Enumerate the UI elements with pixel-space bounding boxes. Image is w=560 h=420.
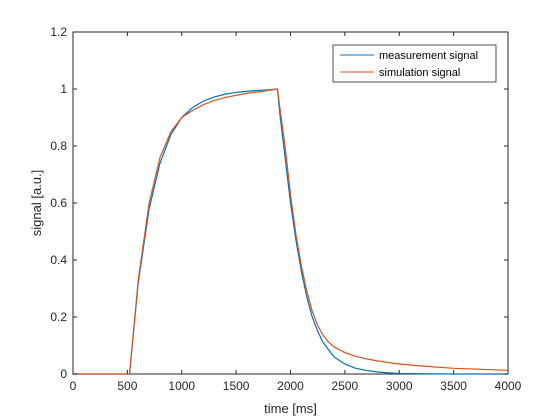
x-axis-label: time [ms] bbox=[264, 401, 317, 416]
legend-label-simulation: simulation signal bbox=[379, 67, 460, 79]
y-tick-label: 0.6 bbox=[50, 196, 67, 210]
y-tick-label: 0 bbox=[60, 367, 67, 381]
x-tick-label: 2500 bbox=[332, 379, 359, 393]
y-tick-label: 1.2 bbox=[50, 25, 67, 39]
series-layer bbox=[73, 88, 509, 375]
ticks-layer: 0 500 1000 1500 2000 2500 3000 3500 4000 0 0.2 0.4 0… bbox=[50, 25, 521, 393]
y-tick-label: 0.8 bbox=[50, 139, 67, 153]
x-tick-label: 3000 bbox=[386, 379, 413, 393]
legend-box bbox=[332, 44, 497, 83]
x-tick-label: 0 bbox=[70, 379, 77, 393]
x-tick-label: 1000 bbox=[168, 379, 195, 393]
y-tick-label: 0.4 bbox=[50, 253, 67, 267]
legend: measurement signal simulation signal bbox=[332, 44, 497, 83]
series-line-simulation bbox=[73, 88, 509, 375]
legend-label-measurement: measurement signal bbox=[379, 50, 478, 62]
x-tick-label: 2000 bbox=[277, 379, 304, 393]
x-tick-label: 500 bbox=[117, 379, 137, 393]
x-tick-label: 1500 bbox=[223, 379, 250, 393]
x-tick-label: 4000 bbox=[495, 379, 522, 393]
y-axis-label: signal [a.u.] bbox=[29, 170, 44, 237]
x-tick-label: 3500 bbox=[440, 379, 467, 393]
y-tick-label: 1 bbox=[60, 82, 67, 96]
series-line-measurement bbox=[73, 88, 508, 375]
y-tick-label: 0.2 bbox=[50, 310, 67, 324]
